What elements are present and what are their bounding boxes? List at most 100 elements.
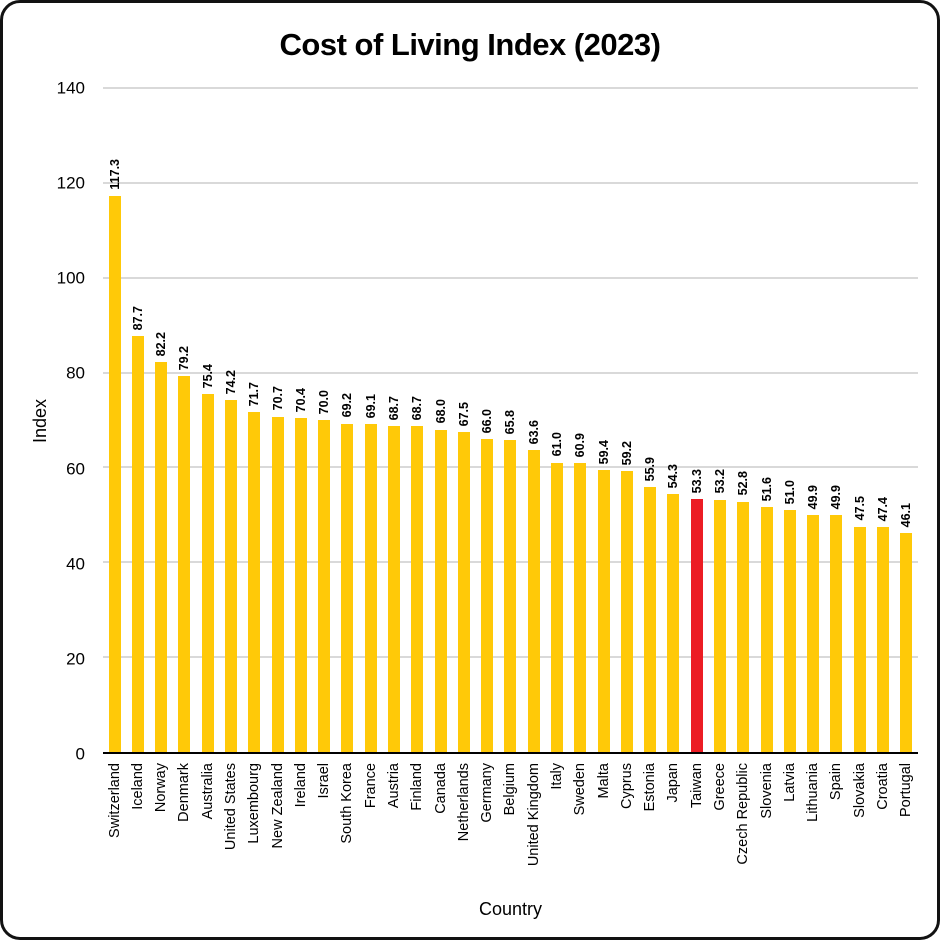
bar-value-label: 79.2 [177, 346, 192, 371]
bar-denmark [178, 376, 191, 752]
x-tick-slot: Italy [545, 756, 568, 888]
bar-malta [597, 470, 610, 752]
bar-slot: 82.2 [150, 88, 173, 752]
bar-slot: 66.0 [476, 88, 499, 752]
bar-value-label: 70.7 [270, 386, 285, 411]
x-tick-slot: Israel [313, 756, 336, 888]
x-tick-label: Denmark [176, 763, 193, 822]
y-tick-label: 60 [66, 459, 85, 479]
bar-value-label: 69.2 [340, 393, 355, 418]
y-tick-label: 40 [66, 554, 85, 574]
x-tick-label: France [362, 763, 379, 809]
bar-value-label: 49.9 [805, 485, 820, 510]
bar-slovenia [760, 507, 773, 752]
bar-value-label: 67.5 [456, 401, 471, 426]
x-tick-slot: Canada [429, 756, 452, 888]
bar-lithuania [807, 515, 820, 752]
x-tick-slot: Slovenia [755, 756, 778, 888]
bar-value-label: 61.0 [549, 432, 564, 457]
bar-value-label: 68.7 [386, 395, 401, 421]
x-tick-slot: Slovakia [848, 756, 871, 888]
bar-south-korea [341, 423, 354, 752]
x-tick-slot: Denmark [173, 756, 196, 888]
bar-slot: 65.8 [499, 88, 522, 752]
plot-area: 117.3 87.7 82.2 79.2 75.4 74.2 71.7 70.7 70.4 70.… [103, 87, 918, 754]
x-tick-slot: Cyprus [615, 756, 638, 888]
x-tick-slot: Croatia [871, 756, 894, 888]
x-tick-slot: Spain [825, 756, 848, 888]
bar-slot: 75.4 [196, 88, 219, 752]
bar-slot: 52.8 [732, 88, 755, 752]
bar-austria [388, 426, 401, 752]
x-tick-label: Iceland [129, 763, 146, 810]
x-tick-slot: Sweden [569, 756, 592, 888]
bar-value-label: 66.0 [479, 408, 494, 433]
bar-slot: 54.3 [662, 88, 685, 752]
bar-value-label: 49.9 [829, 485, 844, 510]
x-tick-slot: Lithuania [802, 756, 825, 888]
x-tick-slot: Ireland [289, 756, 312, 888]
bar-value-label: 69.1 [363, 393, 378, 419]
x-tick-slot: Japan [662, 756, 685, 888]
bar-value-label: 68.0 [433, 399, 448, 424]
bar-taiwan [690, 499, 703, 752]
x-tick-slot: France [359, 756, 382, 888]
bar-slot: 61.0 [545, 88, 568, 752]
x-tick-slot: Latvia [778, 756, 801, 888]
bar-slot: 69.1 [359, 88, 382, 752]
x-tick-slot: South Korea [336, 756, 359, 888]
bar-slot: 49.9 [825, 88, 848, 752]
x-tick-label: Greece [711, 763, 728, 811]
bar-norway [155, 362, 168, 752]
bar-value-label: 60.9 [573, 432, 588, 458]
bar-portugal [900, 533, 913, 752]
x-tick-label: Belgium [502, 763, 519, 816]
x-tick-slot: Netherlands [452, 756, 475, 888]
x-tick-slot: New Zealand [266, 756, 289, 888]
bar-slot: 68.7 [406, 88, 429, 752]
bar-slot: 51.6 [755, 88, 778, 752]
y-tick-label: 80 [66, 363, 85, 383]
bar-iceland [131, 336, 144, 752]
gridline [103, 87, 918, 89]
bar-value-label: 63.6 [526, 420, 541, 445]
bar-slot: 47.4 [871, 88, 894, 752]
bar-value-label: 65.8 [503, 409, 518, 434]
bar-spain [830, 515, 843, 752]
bar-new-zealand [271, 416, 284, 752]
bar-value-label: 70.0 [316, 389, 331, 414]
bar-slot: 53.2 [708, 88, 731, 752]
y-tick-label: 120 [56, 173, 85, 193]
bar-value-label: 47.5 [852, 496, 867, 521]
bar-australia [201, 394, 214, 752]
x-tick-slot: Portugal [895, 756, 918, 888]
bar-slot: 87.7 [126, 88, 149, 752]
bar-slot: 79.2 [173, 88, 196, 752]
bar-finland [411, 426, 424, 752]
bar-value-label: 53.3 [689, 468, 704, 494]
bar-value-label: 117.3 [107, 159, 122, 190]
x-tick-label: Norway [152, 763, 169, 813]
bar-value-label: 53.2 [712, 469, 727, 494]
x-tick-slot: Austria [382, 756, 405, 888]
x-tick-label: Sweden [572, 763, 589, 816]
y-tick-label: 20 [66, 649, 85, 669]
x-tick-slot: Iceland [126, 756, 149, 888]
bar-value-label: 46.1 [899, 503, 914, 528]
x-tick-label: Luxembourg [246, 763, 263, 844]
bar-slot: 55.9 [639, 88, 662, 752]
x-tick-label: Cyprus [618, 763, 635, 809]
x-tick-slot: Greece [708, 756, 731, 888]
x-tick-label: Canada [432, 763, 449, 814]
x-tick-label: Japan [665, 763, 682, 803]
bar-value-label: 59.4 [596, 439, 611, 465]
x-tick-slot: Switzerland [103, 756, 126, 888]
x-tick-label: United Kingdom [525, 763, 542, 867]
bar-value-label: 47.4 [875, 496, 890, 522]
bar-united-kingdom [527, 450, 540, 752]
x-tick-label: Ireland [292, 763, 309, 808]
bar-value-label: 59.2 [619, 440, 634, 466]
y-axis-ticks: 0 20 40 60 80 100 120 140 [3, 80, 95, 763]
bar-germany [481, 438, 494, 752]
